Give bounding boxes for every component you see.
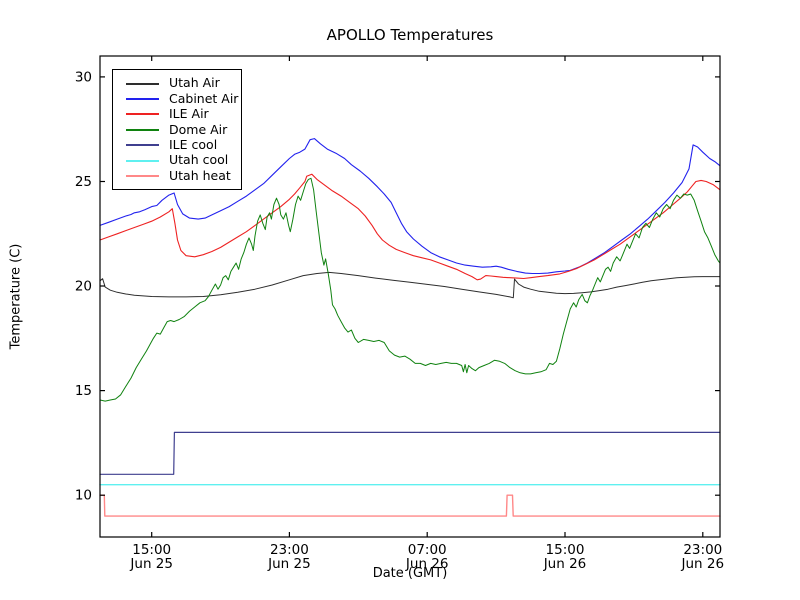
x-tick-date-label: Jun 26 [681, 556, 725, 572]
x-tick-time-label: 07:00 [408, 542, 447, 558]
legend-swatch-utah-heat [126, 175, 159, 178]
legend-label: Utah Air [169, 75, 220, 91]
legend-label: Utah heat [169, 167, 231, 183]
series-line-ile-cool [99, 431, 721, 475]
chart-title: APOLLO Temperatures [326, 26, 494, 44]
x-axis-label: Date (GMT) [372, 566, 448, 581]
legend-swatch-ile-air [126, 113, 159, 116]
legend-item: Utah Air [113, 76, 241, 91]
series-line-utah-air [99, 271, 721, 299]
legend-label: Cabinet Air [169, 90, 239, 106]
legend-label: ILE cool [169, 137, 218, 152]
plot-frame [99, 55, 721, 538]
legend-item: Dome Air [113, 122, 241, 137]
legend-label: ILE Air [169, 106, 209, 122]
y-tick-label: 20 [75, 279, 92, 295]
x-tick-time-label: 15:00 [546, 542, 585, 558]
y-tick-label: 10 [75, 488, 92, 504]
legend-swatch-dome-air [126, 128, 159, 131]
x-tick-time-label: 15:00 [132, 542, 171, 558]
x-tick-date-label: Jun 25 [267, 556, 311, 572]
series-line-cabinet-air [99, 138, 721, 275]
legend-item: ILE Air [113, 107, 241, 122]
legend-label: Utah cool [169, 152, 229, 168]
legend-item: ILE cool [113, 138, 241, 153]
x-tick-time-label: 23:00 [270, 542, 309, 558]
series-line-dome-air [99, 177, 721, 402]
x-tick-date-label: Jun 26 [405, 556, 449, 572]
legend-item: Utah cool [113, 153, 241, 168]
legend-swatch-ile-cool [126, 144, 159, 147]
x-tick-date-label: Jun 26 [543, 556, 587, 572]
x-tick-date-label: Jun 25 [129, 556, 173, 572]
legend-item: Cabinet Air [113, 91, 241, 106]
series-line-ile-air [99, 173, 721, 281]
legend: Utah Air Cabinet Air ILE Air Dome Air IL… [112, 69, 242, 190]
y-tick-label: 25 [75, 174, 92, 190]
y-tick-label: 15 [75, 383, 92, 399]
legend-swatch-utah-air [126, 82, 159, 85]
y-tick-label: 30 [75, 69, 92, 85]
legend-swatch-utah-cool [126, 159, 159, 162]
legend-swatch-cabinet-air [126, 98, 159, 101]
x-tick-time-label: 23:00 [683, 542, 722, 558]
series-line-utah-heat [99, 494, 721, 517]
legend-item: Utah heat [113, 168, 241, 183]
legend-label: Dome Air [169, 121, 228, 137]
